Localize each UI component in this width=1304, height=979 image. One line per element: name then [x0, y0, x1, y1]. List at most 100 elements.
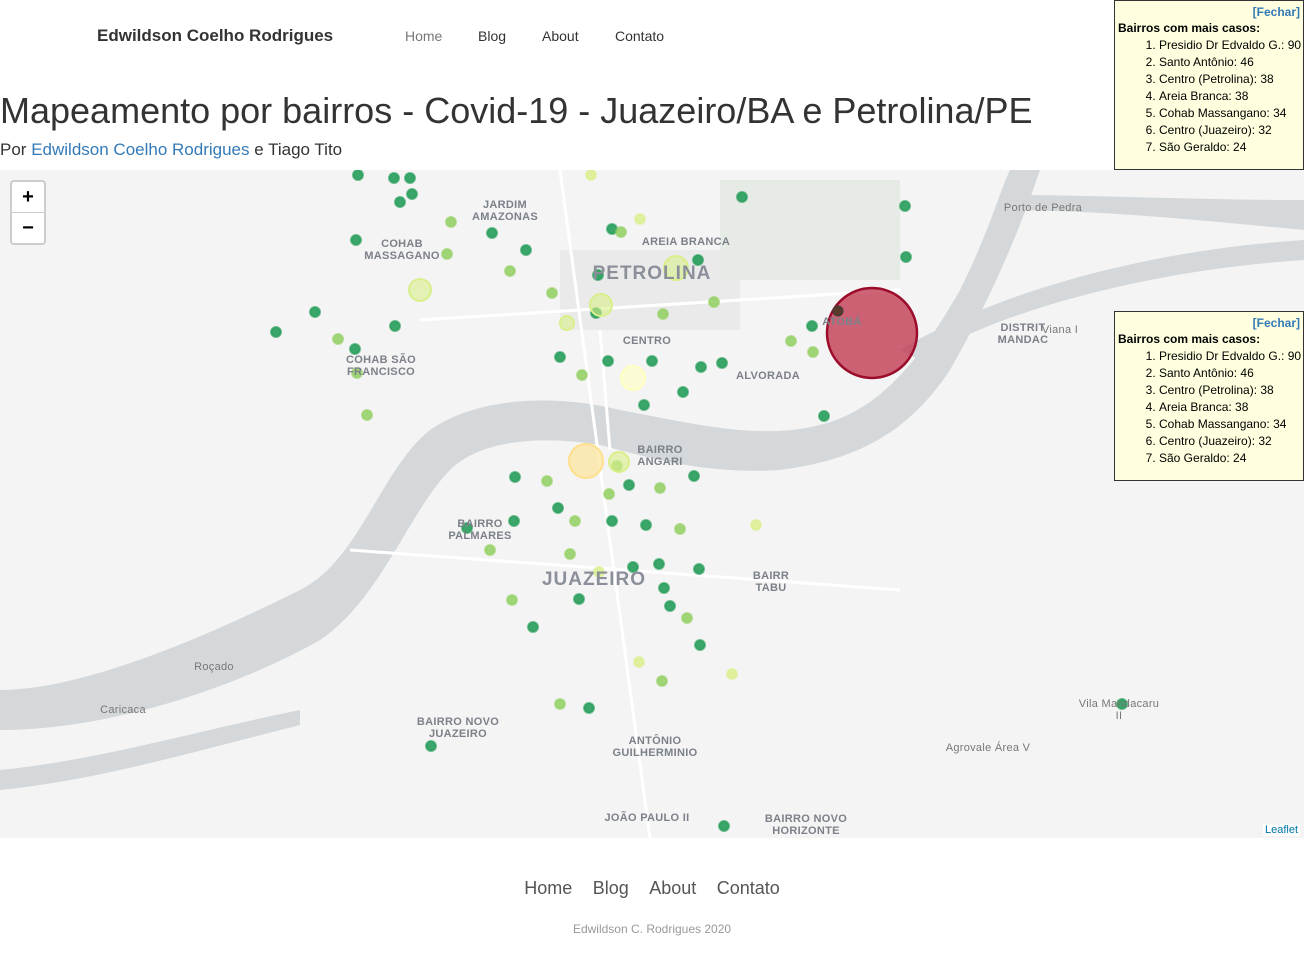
place-label: JARDIM [483, 199, 527, 211]
case-marker [573, 593, 585, 605]
case-marker [716, 357, 728, 369]
byline-suffix: e Tiago Tito [254, 140, 343, 159]
river [0, 710, 300, 790]
byline: Por Edwildson Coelho Rodrigues e Tiago T… [0, 140, 342, 160]
case-marker [615, 226, 627, 238]
case-marker [640, 519, 652, 531]
place-label: ALVORADA [736, 370, 800, 382]
popup-heading: Bairros com mais casos: [1118, 21, 1261, 35]
place-label: COHAB [381, 238, 423, 250]
place-label: Vila Mandacaru [1079, 698, 1159, 710]
case-marker [389, 320, 401, 332]
case-marker [627, 561, 639, 573]
case-marker [484, 544, 496, 556]
ranking-item: Centro (Petrolina): 38 [1159, 382, 1303, 399]
case-marker [653, 558, 665, 570]
ranking-item: Santo Antônio: 46 [1159, 54, 1303, 71]
case-marker [726, 668, 738, 680]
case-marker [633, 656, 645, 668]
nav-link[interactable]: Contato [615, 28, 665, 44]
case-marker [568, 443, 604, 479]
case-marker [332, 333, 344, 345]
case-marker [736, 191, 748, 203]
place-label: Porto de Pedra [1004, 202, 1083, 214]
nav-link[interactable]: About [542, 28, 579, 44]
case-marker [554, 698, 566, 710]
footer-link[interactable]: Contato [716, 878, 780, 898]
case-marker [657, 308, 669, 320]
case-marker [394, 196, 406, 208]
case-marker [608, 451, 630, 473]
ranking-item: Cohab Massangano: 34 [1159, 416, 1303, 433]
case-marker [564, 548, 576, 560]
popup-heading: Bairros com mais casos: [1118, 332, 1261, 346]
place-label: ANTÔNIO [629, 734, 682, 747]
case-marker [349, 343, 361, 355]
place-label: Agrovale Área V [946, 741, 1031, 754]
place-label: BAIRRO [637, 444, 682, 456]
zoom-control: + − [10, 180, 46, 245]
case-marker [309, 306, 321, 318]
case-marker [750, 519, 762, 531]
case-marker [688, 470, 700, 482]
case-marker [664, 600, 676, 612]
author-link[interactable]: Edwildson Coelho Rodrigues [31, 140, 250, 159]
place-label: DISTRIT [1001, 322, 1046, 334]
case-marker [404, 172, 416, 184]
case-marker [509, 471, 521, 483]
case-marker [576, 369, 588, 381]
river [0, 170, 1040, 730]
road [349, 170, 901, 838]
place-label: BAIRRO [457, 518, 502, 530]
case-marker [592, 269, 604, 281]
place-label: TABU [756, 582, 787, 594]
case-marker [552, 502, 564, 514]
place-label: ATOBÁ [822, 315, 862, 328]
close-link[interactable]: [Fechar] [1252, 316, 1300, 330]
place-label: Caricaca [100, 704, 146, 716]
ranking-item: Centro (Juazeiro): 32 [1159, 433, 1303, 450]
nav-link[interactable]: Home [405, 28, 443, 44]
close-link[interactable]: [Fechar] [1252, 5, 1300, 19]
case-marker [361, 409, 373, 421]
zoom-in[interactable]: + [22, 186, 34, 208]
zoom-out[interactable]: − [12, 212, 44, 243]
place-label: Viana I [1042, 324, 1078, 336]
case-marker [593, 566, 605, 578]
case-marker [445, 216, 457, 228]
footer-link[interactable]: Home [524, 878, 573, 898]
case-marker [350, 234, 362, 246]
case-marker [658, 582, 670, 594]
map[interactable]: JARDIM AMAZONAS COHAB MASSAGANO AREIA BRANCA… [0, 170, 1304, 838]
case-marker [441, 248, 453, 260]
place-label: AREIA BRANCA [642, 236, 730, 248]
case-marker [527, 621, 539, 633]
byline-prefix: Por [0, 140, 27, 159]
attribution[interactable]: Leaflet [1262, 824, 1300, 836]
case-marker [832, 305, 844, 317]
page-title: Mapeamento por bairros - Covid-19 - Juaz… [0, 90, 1033, 131]
case-marker [461, 522, 473, 534]
case-marker [638, 399, 650, 411]
case-marker [351, 367, 363, 379]
case-marker [708, 296, 720, 308]
popup: [Fechar] Bairros com mais casos: Presidi… [1114, 0, 1304, 170]
case-marker [681, 612, 693, 624]
place-label: PETROLINA [593, 263, 712, 284]
footer-link[interactable]: Blog [592, 878, 629, 898]
nav-link[interactable]: Blog [478, 28, 507, 44]
case-marker [785, 335, 797, 347]
copyright: Edwildson C. Rodrigues 2020 [572, 922, 732, 936]
place-label: MASSAGANO [364, 250, 440, 262]
navbar: Edwildson Coelho Rodrigues Home Blog Abo… [0, 0, 1304, 70]
ranking-item: São Geraldo: 24 [1159, 139, 1303, 156]
case-marker [654, 482, 666, 494]
case-marker [656, 675, 668, 687]
case-marker [677, 386, 689, 398]
case-marker [602, 355, 614, 367]
case-marker [1116, 698, 1128, 710]
case-marker [554, 351, 566, 363]
brand[interactable]: Edwildson Coelho Rodrigues [97, 26, 334, 45]
footer-link[interactable]: About [649, 878, 697, 898]
